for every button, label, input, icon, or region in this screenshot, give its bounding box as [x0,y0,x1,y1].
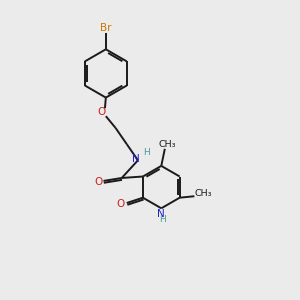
Text: O: O [97,107,106,117]
Text: Br: Br [100,23,112,33]
Text: H: H [143,148,150,157]
Text: CH₃: CH₃ [158,140,176,149]
Text: O: O [117,199,125,209]
Text: N: N [132,154,140,164]
Text: H: H [159,215,166,224]
Text: O: O [94,177,102,187]
Text: N: N [158,209,165,219]
Text: CH₃: CH₃ [194,189,212,198]
